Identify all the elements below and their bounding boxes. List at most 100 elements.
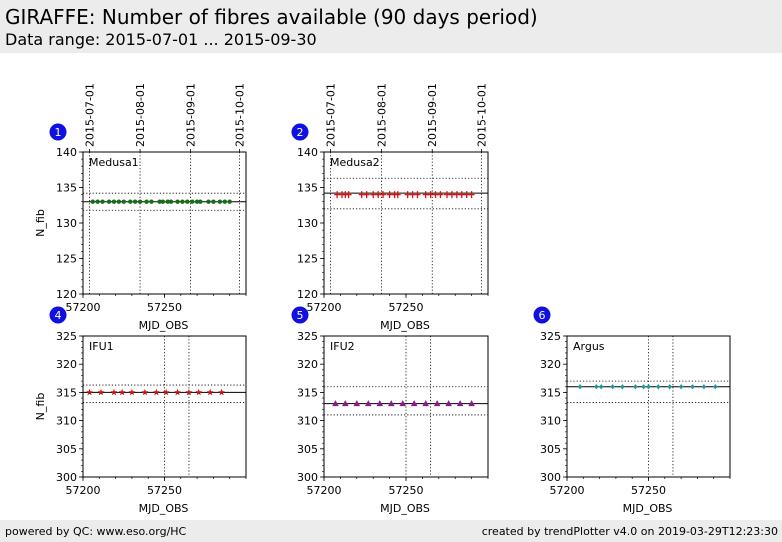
y-tick-label: 325	[56, 330, 77, 343]
data-point	[364, 400, 372, 407]
data-point	[90, 199, 95, 204]
data-point	[594, 384, 599, 390]
y-axis-label: N_fib	[34, 393, 47, 421]
data-point	[394, 191, 401, 199]
data-point	[137, 199, 143, 204]
axes-frame	[323, 151, 489, 295]
data-point	[217, 199, 223, 204]
data-point	[141, 388, 149, 396]
data-point	[620, 384, 625, 390]
panel-argus: 300 305 310 315 320 325 57200 57250 MJD_OBS Argus…	[533, 306, 731, 515]
data-point	[180, 199, 185, 204]
data-point	[353, 400, 361, 407]
panel-medusa2: 120 125 130 135 140 57200 57250 MJD_OBS Medusa2 2…	[291, 83, 489, 332]
x-tick-label: 57250	[147, 301, 182, 314]
data-point	[701, 384, 707, 390]
data-point	[437, 191, 444, 199]
data-point	[144, 199, 149, 204]
data-point	[111, 199, 117, 204]
panel-ifu2: 300 305 310 315 320 325 57200 57250 MJD_OBS IFU2 5	[291, 306, 489, 515]
data-point	[387, 400, 395, 407]
y-tick-label: 125	[56, 253, 77, 266]
page-subtitle: Data range: 2015-07-01 ... 2015-09-30	[5, 30, 317, 49]
data-point	[363, 191, 370, 199]
data-point	[227, 199, 232, 204]
y-tick-label: 130	[297, 217, 318, 230]
date-tick-label: 2015-08-01	[134, 83, 147, 147]
data-point	[380, 191, 387, 199]
panel-ifu1: 300 305 310 315 320 325 57200 57250 MJD_OBS N_fib…	[34, 306, 247, 515]
data-point	[445, 400, 452, 407]
data-point	[162, 388, 170, 396]
data-point	[399, 400, 407, 407]
panel-label: Argus	[573, 340, 605, 353]
data-point	[713, 384, 718, 390]
panel-number: 5	[297, 309, 304, 322]
data-point	[175, 199, 180, 204]
panel-label: Medusa1	[89, 156, 139, 169]
data-point	[206, 199, 211, 204]
y-tick-label: 320	[540, 358, 561, 371]
data-point	[149, 199, 154, 204]
panel-label: IFU2	[330, 340, 355, 353]
date-tick-label: 2015-07-01	[84, 83, 97, 147]
data-point	[100, 199, 105, 204]
footer-generator: created by trendPlotter v4.0 on 2019-03-…	[481, 525, 778, 538]
y-tick-label: 140	[56, 146, 77, 159]
data-point	[194, 199, 200, 204]
data-point	[667, 384, 672, 390]
y-tick-label: 300	[297, 471, 318, 484]
data-point	[152, 388, 160, 396]
data-point	[218, 388, 225, 396]
data-point	[456, 400, 464, 407]
data-point	[222, 199, 228, 204]
data-point	[128, 199, 133, 204]
x-axis-label: MJD_OBS	[139, 319, 189, 332]
panel-number-badge	[49, 306, 67, 324]
data-point	[468, 191, 475, 199]
data-point	[690, 384, 695, 390]
x-tick-label: 57200	[66, 301, 101, 314]
data-point	[610, 384, 615, 390]
data-point	[157, 199, 162, 204]
data-point	[106, 199, 112, 204]
x-tick-label: 57250	[147, 484, 182, 497]
panel-number: 4	[55, 309, 62, 322]
footer-credit: powered by QC: www.eso.org/HC	[5, 525, 187, 538]
date-tick-label: 2015-09-01	[426, 83, 439, 147]
y-tick-label: 310	[540, 415, 561, 428]
data-point	[422, 400, 429, 407]
y-axis-label: N_fib	[34, 209, 47, 237]
x-tick-label: 57250	[389, 301, 424, 314]
data-point	[195, 388, 203, 396]
data-point	[97, 388, 105, 396]
data-point	[332, 400, 339, 407]
y-tick-label: 315	[56, 386, 77, 399]
data-point	[116, 199, 122, 204]
data-point	[410, 400, 418, 407]
y-tick-label: 300	[56, 471, 77, 484]
x-axis-label: MJD_OBS	[380, 319, 430, 332]
data-point	[165, 199, 170, 204]
y-tick-label: 300	[540, 471, 561, 484]
data-point	[656, 384, 661, 390]
data-point	[641, 384, 646, 390]
y-tick-label: 140	[297, 146, 318, 159]
data-point	[198, 199, 203, 204]
y-tick-label: 310	[297, 415, 318, 428]
data-point	[345, 191, 352, 199]
date-tick-label: 2015-10-01	[475, 83, 488, 147]
data-point	[121, 199, 126, 204]
y-tick-label: 305	[56, 443, 77, 456]
y-tick-label: 320	[56, 358, 77, 371]
data-point	[599, 384, 604, 390]
data-point	[118, 388, 126, 396]
panel-number: 1	[55, 126, 62, 139]
data-point	[185, 388, 193, 396]
date-tick-label: 2015-08-01	[375, 83, 388, 147]
panel-number-badge	[533, 306, 551, 324]
data-point	[185, 199, 190, 204]
x-axis-label: MJD_OBS	[623, 502, 673, 515]
y-tick-label: 320	[297, 358, 318, 371]
